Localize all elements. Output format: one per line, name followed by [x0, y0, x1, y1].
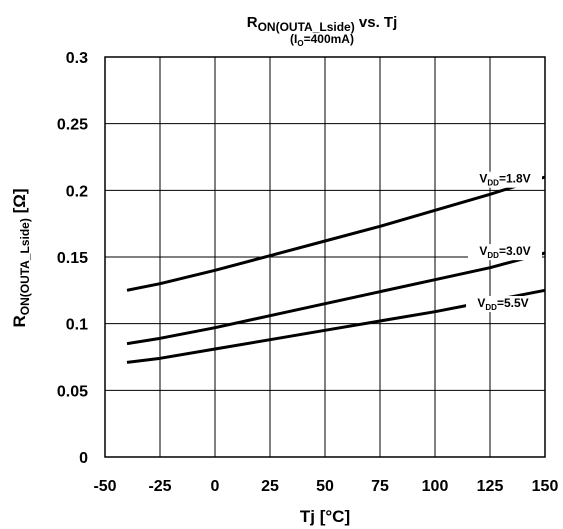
y-tick-label: 0.25: [57, 117, 88, 134]
series-label-sub: DD: [487, 179, 499, 188]
series-line: [126, 251, 546, 346]
y-axis-title-sub: ON(OUTA_Lside): [18, 218, 32, 315]
y-axis-title: RON(OUTA_Lside) [Ω]: [10, 188, 32, 327]
series-label-background: [468, 171, 542, 188]
x-tick-label: 50: [316, 478, 334, 495]
series-label-sub: DD: [485, 303, 497, 312]
series-label-main: V: [477, 296, 485, 310]
series-lines: [126, 175, 546, 364]
x-tick-label: -50: [93, 478, 116, 495]
y-axis-title-suffix: [Ω]: [10, 188, 29, 218]
series-label: VDD=5.5V: [477, 296, 528, 312]
series-label-suffix: =1.8V: [499, 172, 531, 186]
y-tick-label: 0.1: [66, 317, 88, 334]
series-label-suffix: =5.5V: [497, 296, 529, 310]
series-label-background: [468, 244, 542, 261]
x-tick-label: 100: [422, 478, 449, 495]
series-label-main: V: [479, 172, 487, 186]
chart-title-suffix: vs. Tj: [355, 14, 398, 31]
series-label-background: [466, 296, 540, 312]
y-tick-labels: 0 0.05 0.1 0.15 0.2 0.25 0.3: [57, 50, 88, 467]
series-label-main: V: [479, 244, 487, 258]
chart-subtitle: (IO=400mA): [290, 32, 354, 48]
chart-title: RON(OUTA_Lside) vs. Tj: [247, 14, 398, 34]
y-tick-label: 0.2: [66, 183, 88, 200]
x-tick-labels: -50 -25 0 25 50 75 100 125 150: [93, 478, 558, 495]
series-label: VDD=3.0V: [479, 244, 530, 260]
x-tick-label: 125: [477, 478, 504, 495]
x-axis-title: Tj [°C]: [300, 507, 350, 526]
plot-frame: [104, 56, 546, 458]
x-tick-label: 75: [371, 478, 389, 495]
y-tick-label: 0: [79, 450, 88, 467]
x-tick-label: -25: [148, 478, 171, 495]
chart-subtitle-open: (I: [290, 32, 297, 46]
chart-title-sub: ON(OUTA_Lside): [258, 20, 355, 34]
x-tick-label: 150: [532, 478, 559, 495]
chart-subtitle-sub: O: [297, 39, 303, 48]
x-tick-label: 0: [211, 478, 220, 495]
x-tick-label: 25: [261, 478, 279, 495]
y-axis-title-main: R: [10, 315, 29, 327]
series-label: VDD=1.8V: [479, 172, 530, 188]
chart-title-main: R: [247, 14, 258, 31]
y-tick-label: 0.05: [57, 383, 88, 400]
chart-subtitle-close: =400mA): [304, 32, 354, 46]
series-line: [126, 175, 546, 292]
series-label-suffix: =3.0V: [499, 244, 531, 258]
series-label-sub: DD: [487, 251, 499, 260]
y-tick-label: 0.3: [66, 50, 88, 67]
y-tick-label: 0.15: [57, 250, 88, 267]
